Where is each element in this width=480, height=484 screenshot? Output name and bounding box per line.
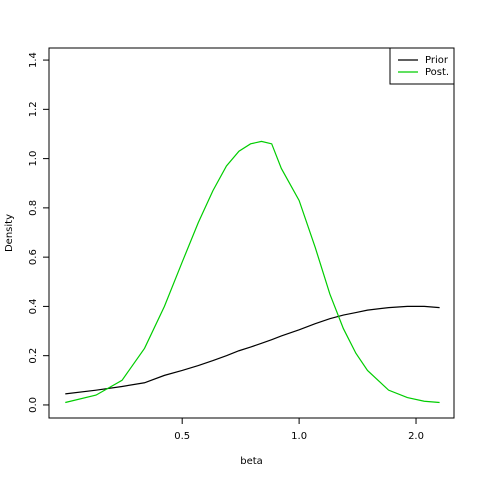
y-tick-label: 1.0	[28, 151, 39, 167]
legend-label: Prior	[425, 55, 449, 66]
y-tick-label: 0.8	[28, 200, 39, 216]
y-tick-label: 0.4	[28, 298, 39, 314]
x-tick-label: 2.0	[408, 431, 424, 442]
y-tick-label: 0.2	[28, 348, 39, 364]
y-axis-label: Density	[4, 214, 15, 252]
legend-label: Post.	[425, 67, 449, 78]
y-tick-label: 0.0	[28, 397, 39, 413]
series-line	[65, 140, 440, 404]
plot-frame	[48, 47, 455, 419]
x-tick-label: 1.0	[291, 431, 307, 442]
series-line	[65, 305, 440, 395]
y-tick-label: 1.4	[28, 52, 39, 68]
y-tick-label: 1.2	[28, 101, 39, 117]
y-tick-label: 0.6	[28, 249, 39, 265]
x-axis-label: beta	[240, 456, 263, 467]
x-tick-label: 0.5	[174, 431, 190, 442]
legend-box	[389, 47, 455, 85]
